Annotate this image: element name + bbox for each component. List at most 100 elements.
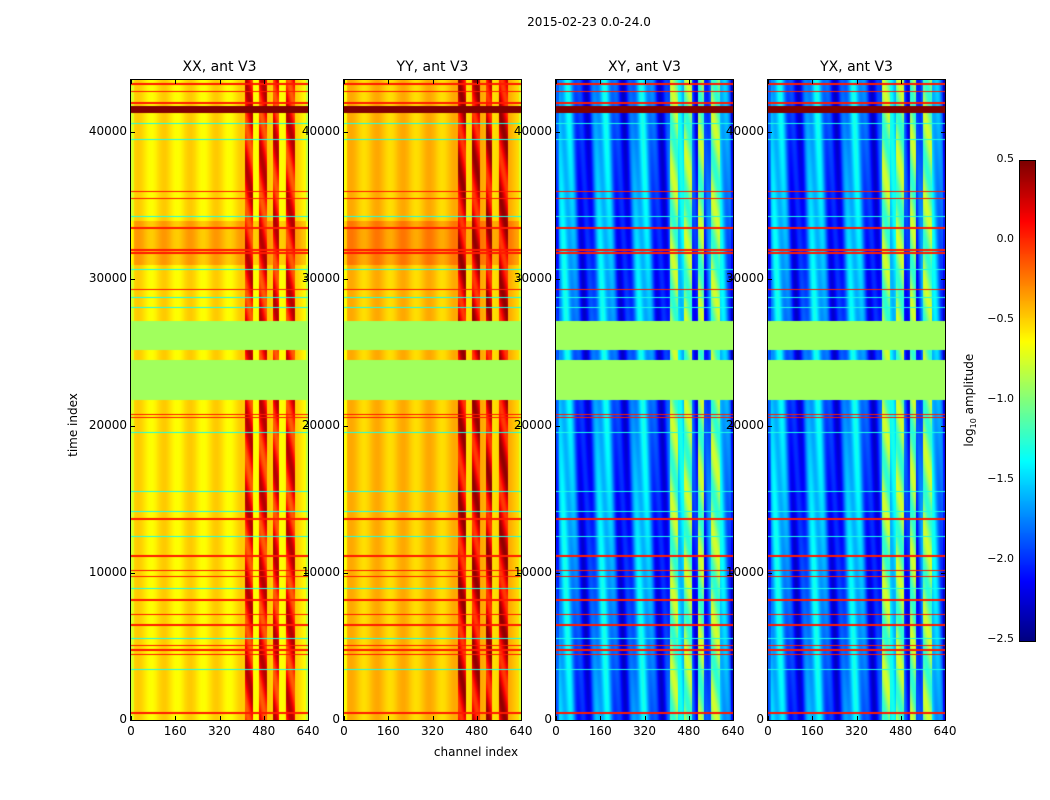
y-tick-label: 20000 xyxy=(88,418,127,433)
y-tick-label: 40000 xyxy=(301,124,340,139)
y-tick-label: 0 xyxy=(544,712,552,726)
x-axis-label: channel index xyxy=(433,745,519,759)
x-tick-label: 480 xyxy=(889,724,913,738)
colorbar xyxy=(1019,160,1036,642)
heatmap-image xyxy=(556,80,733,720)
y-tick-mark xyxy=(344,279,348,281)
y-tick-label: 10000 xyxy=(725,565,764,579)
x-tick-mark xyxy=(856,716,858,720)
y-tick-mark xyxy=(131,573,135,574)
x-tick-mark xyxy=(432,716,434,720)
x-tick-mark xyxy=(175,716,177,720)
y-tick-mark xyxy=(517,720,521,721)
x-tick-mark xyxy=(308,80,309,84)
y-tick-mark xyxy=(304,573,308,574)
y-tick-mark xyxy=(768,279,772,281)
x-tick-mark xyxy=(856,80,858,84)
colorbar-tick-label: −1.5 xyxy=(987,472,1014,485)
x-tick-label: 320 xyxy=(208,724,231,738)
x-tick-mark xyxy=(476,716,478,720)
y-tick-mark xyxy=(344,132,348,134)
heatmap-panel-2 xyxy=(555,79,734,721)
y-tick-mark xyxy=(304,279,308,281)
x-tick-mark xyxy=(388,80,390,84)
y-tick-label: 40000 xyxy=(725,124,764,139)
y-tick-label: 10000 xyxy=(513,565,552,579)
colorbar-tick-label: −2.0 xyxy=(987,552,1014,565)
y-tick-mark xyxy=(729,132,733,134)
x-tick-label: 640 xyxy=(296,724,320,738)
x-tick-mark xyxy=(219,716,221,720)
heatmap-image xyxy=(131,80,308,720)
x-tick-mark xyxy=(521,716,522,720)
y-tick-label: 40000 xyxy=(513,124,552,139)
x-tick-label: 160 xyxy=(163,724,187,738)
y-tick-mark xyxy=(517,279,521,281)
y-tick-label: 30000 xyxy=(88,271,127,286)
y-tick-mark xyxy=(768,426,772,428)
y-tick-label: 0 xyxy=(332,712,340,726)
panel-title: XX, ant V3 xyxy=(182,59,257,75)
y-tick-mark xyxy=(941,573,945,574)
x-tick-mark xyxy=(900,716,902,720)
y-tick-label: 0 xyxy=(756,712,764,726)
x-tick-mark xyxy=(644,716,646,720)
y-tick-mark xyxy=(941,426,945,428)
x-tick-mark xyxy=(945,80,946,84)
x-tick-mark xyxy=(476,80,478,84)
y-tick-label: 30000 xyxy=(301,271,340,286)
y-tick-mark xyxy=(729,426,733,428)
colorbar-tick-label: −2.5 xyxy=(987,632,1014,645)
figure-title: 2015-02-23 0.0-24.0 xyxy=(527,15,651,29)
x-tick-label: 0 xyxy=(340,724,348,738)
y-tick-mark xyxy=(768,132,772,134)
y-tick-mark xyxy=(517,132,521,134)
y-tick-mark xyxy=(556,132,560,134)
x-tick-mark xyxy=(344,716,345,720)
y-tick-mark xyxy=(556,720,560,721)
colorbar-tick-label: −1.0 xyxy=(987,392,1014,405)
x-tick-label: 640 xyxy=(721,724,745,738)
y-tick-label: 20000 xyxy=(725,418,764,433)
heatmap-image xyxy=(768,80,945,720)
panel-title: YY, ant V3 xyxy=(396,59,469,75)
x-tick-mark xyxy=(688,716,690,720)
x-tick-label: 160 xyxy=(376,724,400,738)
y-tick-label: 10000 xyxy=(301,565,340,579)
y-tick-mark xyxy=(729,720,733,721)
y-tick-mark xyxy=(517,573,521,574)
x-tick-mark xyxy=(768,80,769,84)
x-tick-mark xyxy=(600,80,602,84)
x-tick-mark xyxy=(556,80,557,84)
heatmap-image xyxy=(344,80,521,720)
x-tick-mark xyxy=(344,80,345,84)
y-tick-mark xyxy=(556,279,560,281)
heatmap-panel-3 xyxy=(767,79,946,721)
x-tick-mark xyxy=(308,716,309,720)
y-tick-mark xyxy=(729,279,733,281)
y-tick-label: 20000 xyxy=(513,418,552,433)
x-tick-mark xyxy=(812,716,814,720)
y-tick-mark xyxy=(729,573,733,574)
x-tick-label: 0 xyxy=(127,724,135,738)
x-tick-mark xyxy=(263,716,265,720)
y-tick-label: 30000 xyxy=(725,271,764,286)
x-tick-label: 640 xyxy=(509,724,533,738)
y-tick-mark xyxy=(304,720,308,721)
x-tick-mark xyxy=(175,80,177,84)
x-tick-mark xyxy=(131,80,132,84)
y-tick-label: 40000 xyxy=(88,124,127,139)
x-tick-mark xyxy=(900,80,902,84)
y-tick-mark xyxy=(941,132,945,134)
y-tick-mark xyxy=(556,573,560,574)
colorbar-label: log10 amplitude xyxy=(961,353,979,447)
x-tick-mark xyxy=(432,80,434,84)
y-tick-mark xyxy=(131,132,135,134)
y-tick-mark xyxy=(304,426,308,428)
y-tick-label: 20000 xyxy=(301,418,340,433)
y-tick-label: 0 xyxy=(119,712,127,726)
x-tick-mark xyxy=(733,80,734,84)
y-tick-mark xyxy=(131,720,135,721)
x-tick-label: 480 xyxy=(252,724,276,738)
